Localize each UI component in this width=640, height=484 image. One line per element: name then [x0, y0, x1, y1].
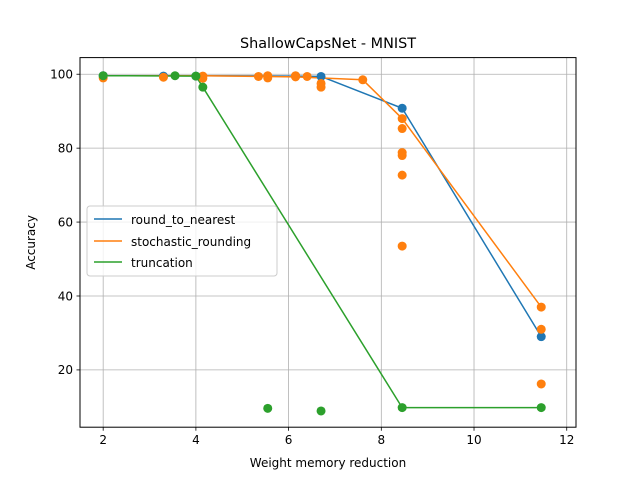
data-point-truncation [191, 71, 201, 81]
data-point-stochastic-rounding [536, 379, 546, 389]
x-tick-label: 2 [99, 433, 107, 447]
data-point-stochastic-rounding [302, 71, 312, 81]
y-tick-label: 40 [58, 289, 73, 303]
legend: round_to_nearest stochastic_rounding tru… [86, 205, 278, 277]
series-points [98, 71, 546, 416]
data-point-stochastic-rounding [397, 124, 407, 134]
data-point-truncation [536, 403, 546, 413]
data-point-truncation [98, 71, 108, 81]
data-point-stochastic-rounding [536, 302, 546, 312]
y-axis-label: Accuracy [24, 215, 38, 270]
y-axis-ticks: 20 40 60 80 100 [50, 68, 80, 377]
x-tick-label: 4 [192, 433, 200, 447]
x-tick-label: 12 [559, 433, 574, 447]
legend-label-stochastic-rounding: stochastic_rounding [131, 235, 251, 249]
data-point-stochastic-rounding [397, 170, 407, 180]
x-tick-label: 10 [466, 433, 481, 447]
y-tick-label: 100 [50, 68, 73, 82]
y-tick-label: 20 [58, 363, 73, 377]
data-point-truncation [170, 71, 180, 81]
data-point-stochastic-rounding [536, 324, 546, 334]
legend-label-truncation: truncation [131, 256, 193, 270]
data-point-stochastic-rounding [291, 72, 301, 82]
legend-box [86, 205, 278, 277]
y-tick-label: 60 [58, 215, 73, 229]
data-point-stochastic-rounding [397, 151, 407, 161]
data-point-stochastic-rounding [158, 72, 168, 82]
legend-label-round-to-nearest: round_to_nearest [131, 213, 236, 227]
chart-title: ShallowCapsNet - MNIST [240, 36, 416, 52]
x-axis-ticks: 2 4 6 8 10 12 [99, 427, 574, 447]
x-tick-label: 6 [285, 433, 293, 447]
data-point-stochastic-rounding [263, 73, 273, 83]
x-tick-label: 8 [377, 433, 385, 447]
grid [80, 57, 576, 428]
data-point-stochastic-rounding [198, 73, 208, 83]
data-point-truncation [316, 406, 326, 416]
data-point-stochastic-rounding [397, 114, 407, 124]
data-point-truncation [263, 403, 273, 413]
data-point-round-to-nearest [316, 71, 326, 81]
x-axis-label: Weight memory reduction [250, 456, 406, 470]
data-point-stochastic-rounding [316, 82, 326, 92]
data-point-stochastic-rounding [397, 241, 407, 251]
axes-frame [79, 57, 577, 428]
y-tick-label: 80 [58, 141, 73, 155]
data-point-stochastic-rounding [253, 71, 263, 81]
data-point-round-to-nearest [397, 103, 407, 113]
data-point-truncation [397, 403, 407, 413]
data-point-round-to-nearest [536, 332, 546, 342]
data-point-stochastic-rounding [358, 75, 368, 85]
data-point-truncation [198, 82, 208, 92]
